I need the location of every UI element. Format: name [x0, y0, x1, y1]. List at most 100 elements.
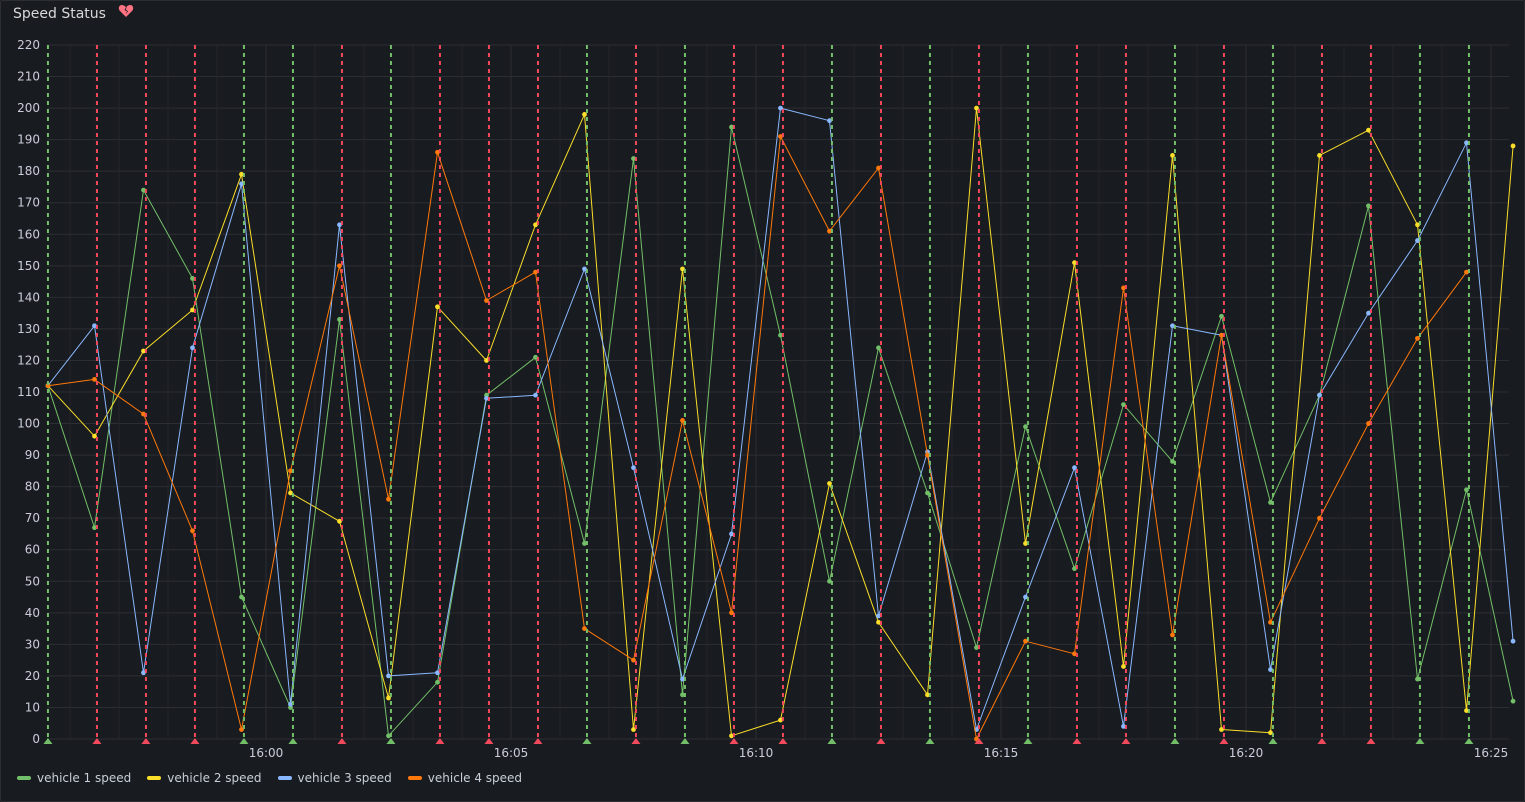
data-point-vehicle-3[interactable] [435, 670, 440, 676]
data-point-vehicle-3[interactable] [729, 531, 734, 537]
data-point-vehicle-4[interactable] [435, 149, 440, 155]
data-point-vehicle-3[interactable] [190, 345, 195, 351]
data-point-vehicle-2[interactable] [1510, 143, 1516, 149]
data-point-vehicle-3[interactable] [1121, 723, 1126, 729]
data-point-vehicle-2[interactable] [1023, 541, 1028, 546]
data-point-vehicle-3[interactable] [1170, 323, 1175, 329]
data-point-vehicle-1[interactable] [1023, 424, 1028, 430]
data-point-vehicle-1[interactable] [1510, 698, 1516, 704]
annotation-marker-green[interactable] [1415, 738, 1425, 744]
data-point-vehicle-3[interactable] [1072, 465, 1077, 471]
data-point-vehicle-2[interactable] [484, 358, 489, 363]
data-point-vehicle-1[interactable] [1072, 566, 1077, 572]
data-point-vehicle-1[interactable] [1121, 402, 1126, 408]
data-point-vehicle-4[interactable] [484, 298, 489, 303]
data-point-vehicle-4[interactable] [876, 165, 881, 171]
data-point-vehicle-4[interactable] [92, 376, 97, 382]
data-point-vehicle-4[interactable] [288, 468, 293, 474]
data-point-vehicle-4[interactable] [680, 417, 685, 423]
annotation-marker-green[interactable] [43, 738, 53, 744]
panel-title[interactable]: Speed Status [13, 6, 106, 22]
data-point-vehicle-2[interactable] [925, 692, 930, 698]
data-point-vehicle-2[interactable] [1415, 222, 1420, 228]
broken-heart-icon[interactable] [118, 3, 134, 19]
data-point-vehicle-4[interactable] [1464, 269, 1469, 275]
annotation-marker-red[interactable] [778, 738, 788, 744]
annotation-marker-red[interactable] [974, 738, 984, 744]
data-point-vehicle-4[interactable] [1415, 335, 1420, 341]
data-point-vehicle-3[interactable] [92, 323, 97, 329]
data-point-vehicle-2[interactable] [141, 348, 146, 354]
speed-chart[interactable]: 0 10 20 30 40 50 60 70 80 90 100 110 120 130 140 150 160… [1, 1, 1524, 761]
annotation-marker-red[interactable] [484, 738, 494, 744]
annotation-marker-red[interactable] [729, 738, 739, 744]
data-point-vehicle-4[interactable] [190, 528, 195, 534]
data-point-vehicle-1[interactable] [827, 578, 832, 584]
data-point-vehicle-2[interactable] [582, 112, 587, 117]
data-point-vehicle-2[interactable] [1072, 260, 1077, 266]
data-point-vehicle-1[interactable] [1268, 500, 1273, 505]
data-point-vehicle-1[interactable] [533, 354, 538, 360]
data-point-vehicle-4[interactable] [1121, 285, 1126, 291]
annotation-marker-green[interactable] [680, 738, 690, 744]
data-point-vehicle-2[interactable] [729, 733, 734, 739]
data-point-vehicle-1[interactable] [337, 317, 342, 322]
data-point-vehicle-4[interactable] [1366, 421, 1371, 426]
annotation-marker-red[interactable] [1121, 738, 1131, 744]
data-point-vehicle-1[interactable] [680, 692, 685, 698]
data-point-vehicle-3[interactable] [1464, 140, 1469, 146]
legend-item-vehicle-4[interactable]: vehicle 4 speed [407, 771, 522, 785]
data-point-vehicle-3[interactable] [778, 105, 783, 111]
annotation-marker-red[interactable] [1317, 738, 1327, 744]
legend-item-vehicle-2[interactable]: vehicle 2 speed [147, 771, 262, 785]
data-point-vehicle-3[interactable] [1415, 238, 1420, 243]
annotation-marker-green[interactable] [1268, 738, 1278, 744]
data-point-vehicle-4[interactable] [533, 269, 538, 275]
annotation-marker-green[interactable] [925, 738, 935, 744]
data-point-vehicle-4[interactable] [1170, 632, 1175, 638]
data-point-vehicle-3[interactable] [1366, 310, 1371, 316]
data-point-vehicle-1[interactable] [729, 124, 734, 130]
data-point-vehicle-3[interactable] [239, 181, 244, 187]
data-point-vehicle-3[interactable] [876, 613, 881, 619]
data-point-vehicle-1[interactable] [386, 733, 391, 739]
data-point-vehicle-3[interactable] [288, 701, 293, 707]
data-point-vehicle-1[interactable] [974, 645, 979, 650]
annotation-marker-green[interactable] [239, 738, 249, 744]
data-point-vehicle-3[interactable] [484, 395, 489, 401]
annotation-marker-red[interactable] [1219, 738, 1229, 744]
legend-item-vehicle-3[interactable]: vehicle 3 speed [277, 771, 392, 785]
data-point-vehicle-3[interactable] [827, 118, 832, 124]
data-point-vehicle-1[interactable] [1464, 487, 1469, 493]
data-point-vehicle-2[interactable] [1268, 730, 1273, 736]
data-point-vehicle-3[interactable] [1268, 667, 1273, 672]
data-point-vehicle-1[interactable] [1366, 203, 1371, 209]
annotation-marker-green[interactable] [827, 738, 837, 744]
annotation-layer[interactable] [43, 45, 1474, 744]
data-point-vehicle-3[interactable] [386, 673, 391, 679]
data-point-vehicle-4[interactable] [631, 657, 636, 663]
data-point-vehicle-2[interactable] [435, 304, 440, 310]
data-point-vehicle-2[interactable] [239, 171, 244, 177]
annotation-marker-green[interactable] [1464, 738, 1474, 744]
data-point-vehicle-4[interactable] [1023, 638, 1028, 644]
data-point-vehicle-1[interactable] [1219, 313, 1224, 319]
data-point-vehicle-1[interactable] [239, 594, 244, 600]
data-point-vehicle-1[interactable] [876, 345, 881, 351]
data-point-vehicle-2[interactable] [876, 619, 881, 625]
annotation-marker-red[interactable] [876, 738, 886, 744]
data-point-vehicle-3[interactable] [1510, 638, 1516, 644]
data-point-vehicle-1[interactable] [925, 490, 930, 496]
data-point-vehicle-3[interactable] [582, 266, 587, 272]
annotation-marker-red[interactable] [141, 738, 151, 744]
data-point-vehicle-4[interactable] [1317, 515, 1322, 521]
data-point-vehicle-2[interactable] [337, 518, 342, 524]
data-point-vehicle-2[interactable] [533, 222, 538, 228]
data-point-vehicle-4[interactable] [239, 727, 244, 732]
annotation-marker-red[interactable] [1366, 738, 1376, 744]
data-point-vehicle-4[interactable] [729, 610, 734, 616]
data-point-vehicle-3[interactable] [141, 670, 146, 676]
data-point-vehicle-2[interactable] [1366, 127, 1371, 133]
data-point-vehicle-2[interactable] [778, 717, 783, 723]
data-point-vehicle-1[interactable] [582, 541, 587, 546]
